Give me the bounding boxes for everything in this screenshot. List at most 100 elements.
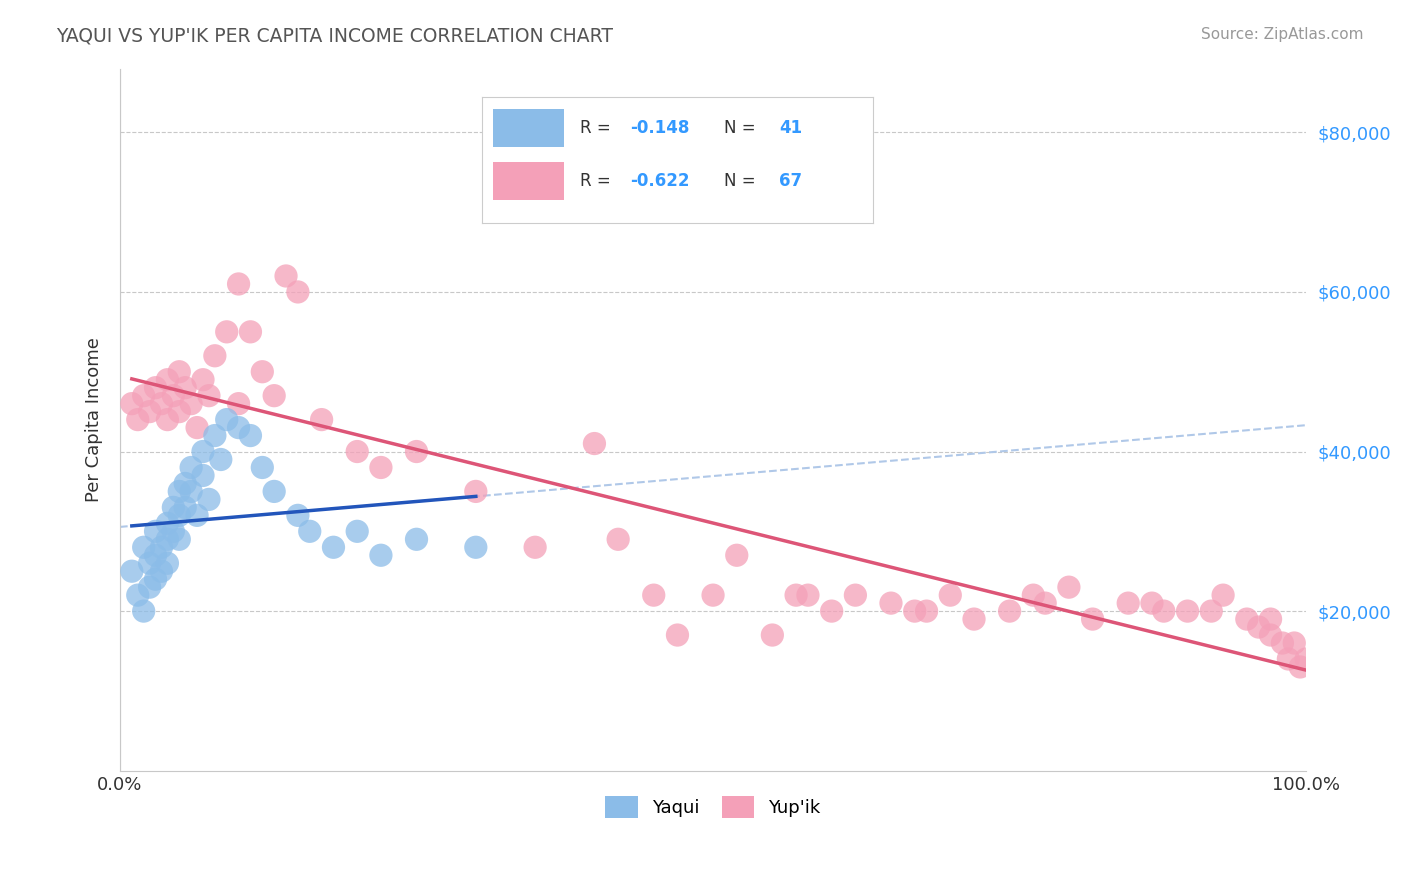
Point [169, 508, 191, 523]
Point [145, 572, 167, 586]
Point [370, 460, 392, 475]
Point [239, 428, 262, 442]
Point [797, 588, 820, 602]
Point [1289, 660, 1312, 674]
Point [156, 412, 179, 426]
Point [464, 484, 486, 499]
Point [1271, 636, 1294, 650]
Point [1199, 604, 1222, 618]
Point [215, 412, 238, 426]
Point [239, 325, 262, 339]
Point [121, 564, 143, 578]
Point [1057, 580, 1080, 594]
Point [1212, 588, 1234, 602]
Legend: Yaqui, Yup'ik: Yaqui, Yup'ik [598, 789, 828, 825]
Point [263, 389, 285, 403]
Point [998, 604, 1021, 618]
Point [252, 365, 274, 379]
Point [311, 412, 333, 426]
Point [939, 588, 962, 602]
Point [1260, 628, 1282, 642]
Point [145, 548, 167, 562]
Point [228, 420, 250, 434]
Point [180, 484, 202, 499]
Point [370, 548, 392, 562]
Point [1081, 612, 1104, 626]
Point [138, 556, 160, 570]
Point [169, 404, 191, 418]
Point [524, 541, 547, 555]
Point [204, 428, 226, 442]
Point [132, 389, 155, 403]
Point [186, 420, 208, 434]
Point [138, 404, 160, 418]
Point [1260, 612, 1282, 626]
Point [169, 365, 191, 379]
Point [162, 389, 184, 403]
Point [1277, 652, 1299, 666]
Point [150, 541, 173, 555]
Point [844, 588, 866, 602]
Point [156, 516, 179, 531]
Point [963, 612, 986, 626]
Point [127, 412, 149, 426]
Point [904, 604, 927, 618]
Point [169, 484, 191, 499]
Point [228, 277, 250, 291]
Point [209, 452, 232, 467]
Point [1247, 620, 1270, 634]
Point [1153, 604, 1175, 618]
Point [150, 564, 173, 578]
Point [1140, 596, 1163, 610]
Point [1295, 652, 1317, 666]
Point [274, 268, 297, 283]
Point [174, 476, 197, 491]
Point [405, 533, 427, 547]
Point [643, 588, 665, 602]
Point [785, 588, 807, 602]
Point [162, 500, 184, 515]
Point [174, 500, 197, 515]
Point [298, 524, 321, 539]
Point [156, 373, 179, 387]
Point [1033, 596, 1056, 610]
Point [880, 596, 903, 610]
Text: YAQUI VS YUP'IK PER CAPITA INCOME CORRELATION CHART: YAQUI VS YUP'IK PER CAPITA INCOME CORREL… [56, 27, 613, 45]
Point [174, 381, 197, 395]
Point [191, 444, 214, 458]
Point [191, 468, 214, 483]
Point [204, 349, 226, 363]
Point [180, 460, 202, 475]
Point [346, 444, 368, 458]
Point [191, 373, 214, 387]
Point [583, 436, 606, 450]
Point [162, 524, 184, 539]
Point [1116, 596, 1139, 610]
Point [1284, 636, 1306, 650]
Point [346, 524, 368, 539]
Point [121, 397, 143, 411]
Point [1236, 612, 1258, 626]
Point [252, 460, 274, 475]
Point [180, 397, 202, 411]
Point [322, 541, 344, 555]
Point [169, 533, 191, 547]
Text: Source: ZipAtlas.com: Source: ZipAtlas.com [1201, 27, 1364, 42]
Point [186, 508, 208, 523]
Point [198, 389, 221, 403]
Point [1022, 588, 1045, 602]
Point [156, 533, 179, 547]
Point [228, 397, 250, 411]
Point [702, 588, 724, 602]
Point [150, 397, 173, 411]
Point [915, 604, 938, 618]
Point [287, 285, 309, 299]
Y-axis label: Per Capita Income: Per Capita Income [86, 337, 103, 502]
Point [132, 604, 155, 618]
Point [725, 548, 748, 562]
Point [145, 381, 167, 395]
Point [145, 524, 167, 539]
Point [127, 588, 149, 602]
Point [761, 628, 783, 642]
Point [138, 580, 160, 594]
